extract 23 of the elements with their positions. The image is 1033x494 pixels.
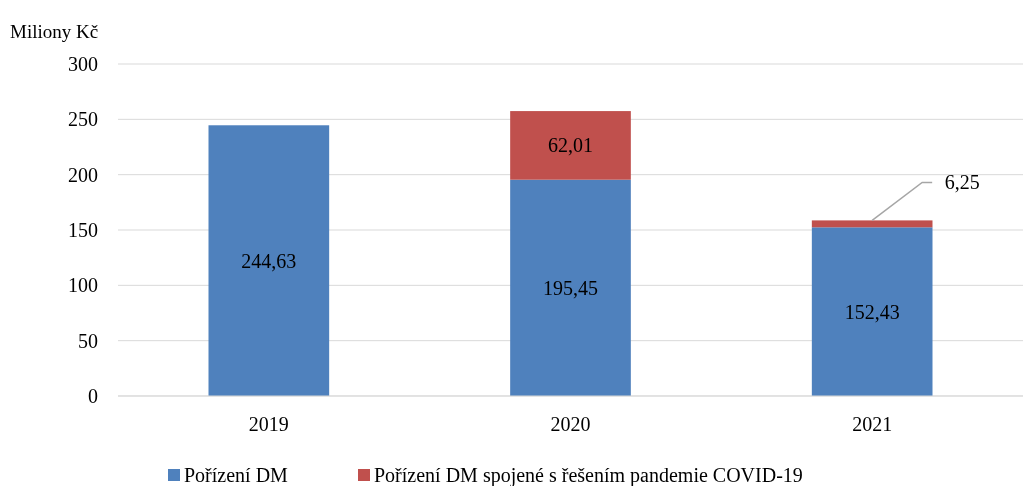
legend-label: Pořízení DM <box>184 464 289 486</box>
x-tick-label: 2019 <box>248 413 289 435</box>
y-axis-title: Miliony Kč <box>10 21 99 42</box>
bar <box>208 125 330 396</box>
bar <box>510 111 631 180</box>
legend-label: Pořízení DM spojené s řešením pandemie COVID-19 <box>374 464 803 487</box>
data-label: 152,43 <box>844 300 900 323</box>
y-tick-label: 50 <box>78 329 98 352</box>
data-label: 62,01 <box>548 134 593 157</box>
x-tick-label: 2021 <box>852 413 893 435</box>
y-tick-label: 150 <box>68 219 98 241</box>
data-label: 244,63 <box>241 249 297 272</box>
y-tick-label: 100 <box>68 274 98 297</box>
bar <box>510 179 631 396</box>
data-label: 195,45 <box>543 276 598 299</box>
x-tick-label: 2020 <box>550 413 591 435</box>
y-tick-label: 200 <box>68 163 98 186</box>
bar <box>811 220 933 228</box>
y-tick-label: 250 <box>68 108 98 131</box>
bar <box>811 227 933 396</box>
data-label: 6,25 <box>944 171 980 194</box>
y-tick-label: 0 <box>88 385 98 407</box>
y-tick-label: 300 <box>68 53 98 75</box>
